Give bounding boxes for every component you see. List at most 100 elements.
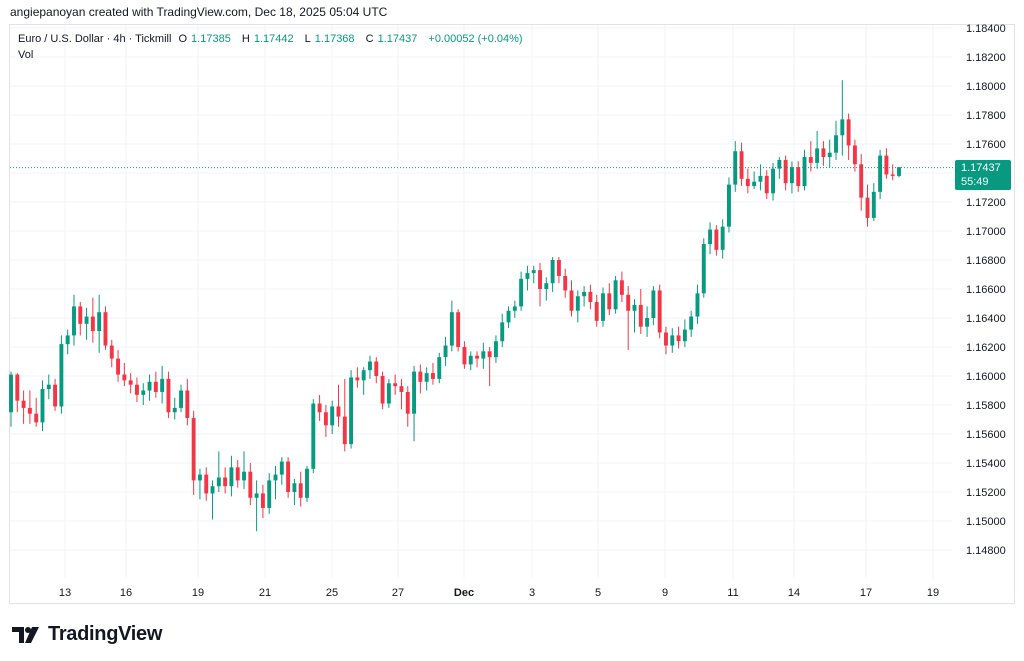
candle[interactable] [437, 352, 442, 384]
candle[interactable] [783, 155, 788, 191]
candle[interactable] [619, 271, 624, 303]
candle[interactable] [897, 167, 901, 178]
candle[interactable] [191, 410, 196, 495]
candle[interactable] [739, 142, 744, 187]
candle[interactable] [386, 378, 391, 408]
candle[interactable] [475, 351, 479, 368]
candle[interactable] [493, 335, 498, 363]
candle[interactable] [506, 306, 511, 329]
candle[interactable] [267, 473, 272, 514]
candle[interactable] [172, 397, 177, 420]
candle[interactable] [273, 465, 278, 500]
candle[interactable] [128, 373, 133, 394]
candle[interactable] [601, 287, 605, 327]
candle[interactable] [405, 386, 410, 427]
candle[interactable] [374, 357, 379, 384]
candle[interactable] [607, 283, 612, 316]
candle[interactable] [777, 157, 782, 179]
candle[interactable] [9, 371, 13, 427]
candle[interactable] [871, 183, 876, 221]
candle[interactable] [34, 397, 39, 427]
candle[interactable] [160, 365, 165, 404]
candle[interactable] [714, 225, 719, 256]
candle[interactable] [380, 371, 385, 410]
candle[interactable] [78, 302, 83, 336]
candle[interactable] [745, 168, 750, 194]
candle[interactable] [651, 286, 656, 326]
candle[interactable] [865, 184, 870, 227]
candle[interactable] [569, 280, 574, 317]
candle[interactable] [84, 307, 89, 340]
candle[interactable] [827, 139, 832, 168]
candle[interactable] [216, 451, 221, 492]
candle[interactable] [789, 161, 794, 194]
candle[interactable] [279, 457, 284, 485]
candle[interactable] [72, 294, 76, 346]
candle[interactable] [443, 336, 448, 366]
candle[interactable] [153, 371, 158, 398]
candle[interactable] [15, 373, 20, 413]
candle[interactable] [330, 400, 335, 434]
candle[interactable] [248, 463, 253, 506]
candle[interactable] [846, 113, 851, 160]
candle[interactable] [852, 139, 857, 172]
candle[interactable] [840, 80, 845, 156]
candle[interactable] [771, 162, 775, 201]
candle[interactable] [594, 294, 599, 327]
candle[interactable] [752, 171, 757, 189]
candle[interactable] [802, 149, 807, 191]
candle[interactable] [122, 362, 127, 387]
candle[interactable] [449, 300, 454, 352]
candle[interactable] [141, 383, 146, 405]
candle[interactable] [525, 265, 530, 291]
candle[interactable] [361, 367, 366, 395]
candle[interactable] [242, 451, 246, 490]
candle[interactable] [298, 471, 303, 507]
candle[interactable] [109, 339, 114, 368]
candle[interactable] [575, 290, 580, 323]
candle[interactable] [468, 351, 473, 371]
candle[interactable] [179, 384, 183, 413]
candle[interactable] [859, 154, 864, 211]
candle[interactable] [884, 148, 889, 179]
candle[interactable] [368, 355, 372, 379]
candle[interactable] [764, 170, 769, 200]
candle[interactable] [664, 326, 668, 355]
candle[interactable] [808, 141, 813, 172]
candle[interactable] [689, 310, 694, 337]
candle[interactable] [90, 297, 95, 343]
candle[interactable] [399, 378, 404, 410]
candle[interactable] [626, 286, 631, 350]
candle[interactable] [588, 284, 593, 310]
candle[interactable] [708, 222, 713, 255]
candle[interactable] [815, 130, 820, 169]
candle[interactable] [796, 161, 801, 192]
candle[interactable] [311, 399, 316, 474]
candle[interactable] [166, 371, 171, 419]
candle[interactable] [336, 384, 341, 427]
candle[interactable] [487, 347, 492, 387]
candle[interactable] [210, 480, 215, 520]
candle[interactable] [720, 219, 725, 259]
candle[interactable] [613, 275, 618, 314]
candle[interactable] [758, 164, 763, 191]
candle[interactable] [204, 467, 209, 501]
candle[interactable] [393, 374, 398, 395]
candle[interactable] [519, 271, 524, 311]
candle[interactable] [657, 284, 662, 339]
candle[interactable] [638, 289, 643, 334]
chart-pane[interactable] [9, 24, 1015, 604]
candle[interactable] [431, 362, 435, 385]
candle[interactable] [116, 349, 121, 382]
candle[interactable] [235, 460, 240, 488]
candle[interactable] [103, 306, 108, 350]
candle[interactable] [46, 374, 51, 400]
candle[interactable] [418, 364, 423, 394]
candle[interactable] [727, 177, 731, 233]
candle[interactable] [834, 120, 838, 160]
candle[interactable] [821, 141, 826, 166]
candle[interactable] [260, 484, 265, 519]
candle[interactable] [317, 394, 322, 421]
candle[interactable] [676, 326, 681, 349]
